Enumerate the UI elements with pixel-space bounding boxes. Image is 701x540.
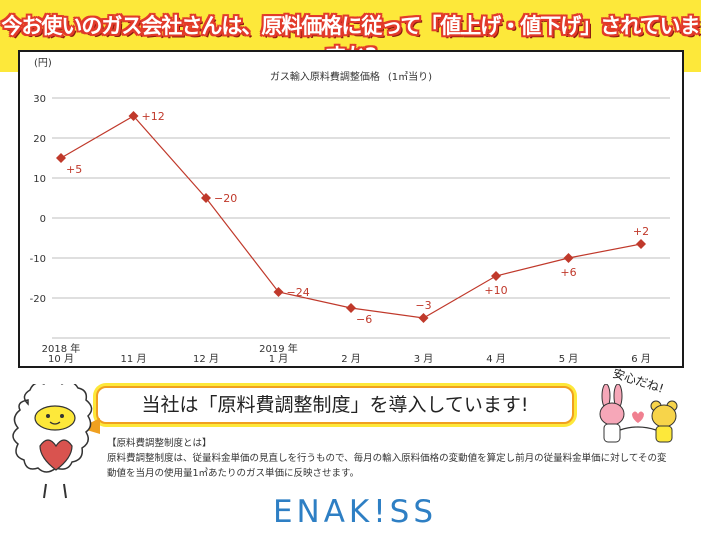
- x-tick-label: 3 月: [414, 353, 434, 365]
- description-block: 【原料費調整制度とは】 原料費調整制度は、従量料金単価の見直しを行うもので、毎月…: [107, 436, 667, 481]
- x-tick-label: 12 月: [193, 353, 219, 365]
- x-tick-label: 1 月: [269, 353, 289, 365]
- sheep-mascot-illustration: [12, 384, 93, 499]
- y-tick-label: 0: [40, 214, 46, 225]
- data-point: [56, 153, 66, 163]
- data-point: [563, 253, 574, 263]
- data-point: [201, 193, 211, 203]
- data-label: +5: [66, 163, 82, 176]
- callout-bubble: 当社は「原料費調整制度」を導入しています!: [96, 386, 574, 424]
- data-point: [636, 239, 646, 249]
- x-tick-label: 6 月: [631, 353, 651, 365]
- description-heading: 【原料費調整制度とは】: [107, 438, 212, 449]
- x-tick-year-label: 2018 年: [42, 342, 81, 355]
- x-tick-label: 10 月: [48, 353, 74, 365]
- chart-title: ガス輸入原料費調整価格 (1㎥当り): [270, 70, 432, 83]
- callout-text: 当社は「原料費調整制度」を導入しています!: [141, 394, 529, 416]
- data-label: −6: [356, 313, 372, 326]
- x-tick-label: 5 月: [559, 353, 579, 365]
- data-label: −24: [287, 286, 310, 299]
- y-axis-unit: (円): [34, 58, 52, 69]
- series-line: [60, 115, 642, 319]
- description-body: 原料費調整制度は、従量料金単価の見直しを行うもので、毎月の輸入原料価格の変動値を…: [107, 453, 667, 479]
- y-tick-label: 20: [33, 134, 46, 145]
- x-tick-label: 11 月: [121, 353, 147, 365]
- data-label: +6: [560, 266, 576, 279]
- data-point: [128, 111, 139, 121]
- data-point: [418, 313, 429, 323]
- data-label: +2: [633, 225, 649, 238]
- y-tick-label: 10: [33, 174, 46, 185]
- y-tick-label: -20: [30, 294, 46, 305]
- data-label: −20: [214, 192, 237, 205]
- data-label: +10: [484, 284, 507, 297]
- page-title: 今お使いのガス会社さんは、原料価格に従って「値上げ・値下げ」されていますか?: [1, 14, 700, 68]
- bunny-bear-mascot-illustration: [599, 384, 678, 443]
- y-tick-label: 30: [33, 94, 46, 105]
- company-logo: ENAK!SS: [272, 494, 438, 530]
- data-label: −3: [415, 299, 431, 312]
- data-label: +12: [142, 110, 165, 123]
- chart-subtitle: (1㎥当り): [388, 70, 432, 83]
- x-tick-label: 2 月: [341, 353, 361, 365]
- x-tick-year-label: 2019 年: [259, 342, 298, 355]
- x-tick-label: 4 月: [486, 353, 506, 365]
- data-point: [491, 271, 501, 281]
- y-tick-label: -10: [30, 254, 46, 265]
- data-point: [273, 287, 284, 297]
- data-point: [346, 303, 356, 313]
